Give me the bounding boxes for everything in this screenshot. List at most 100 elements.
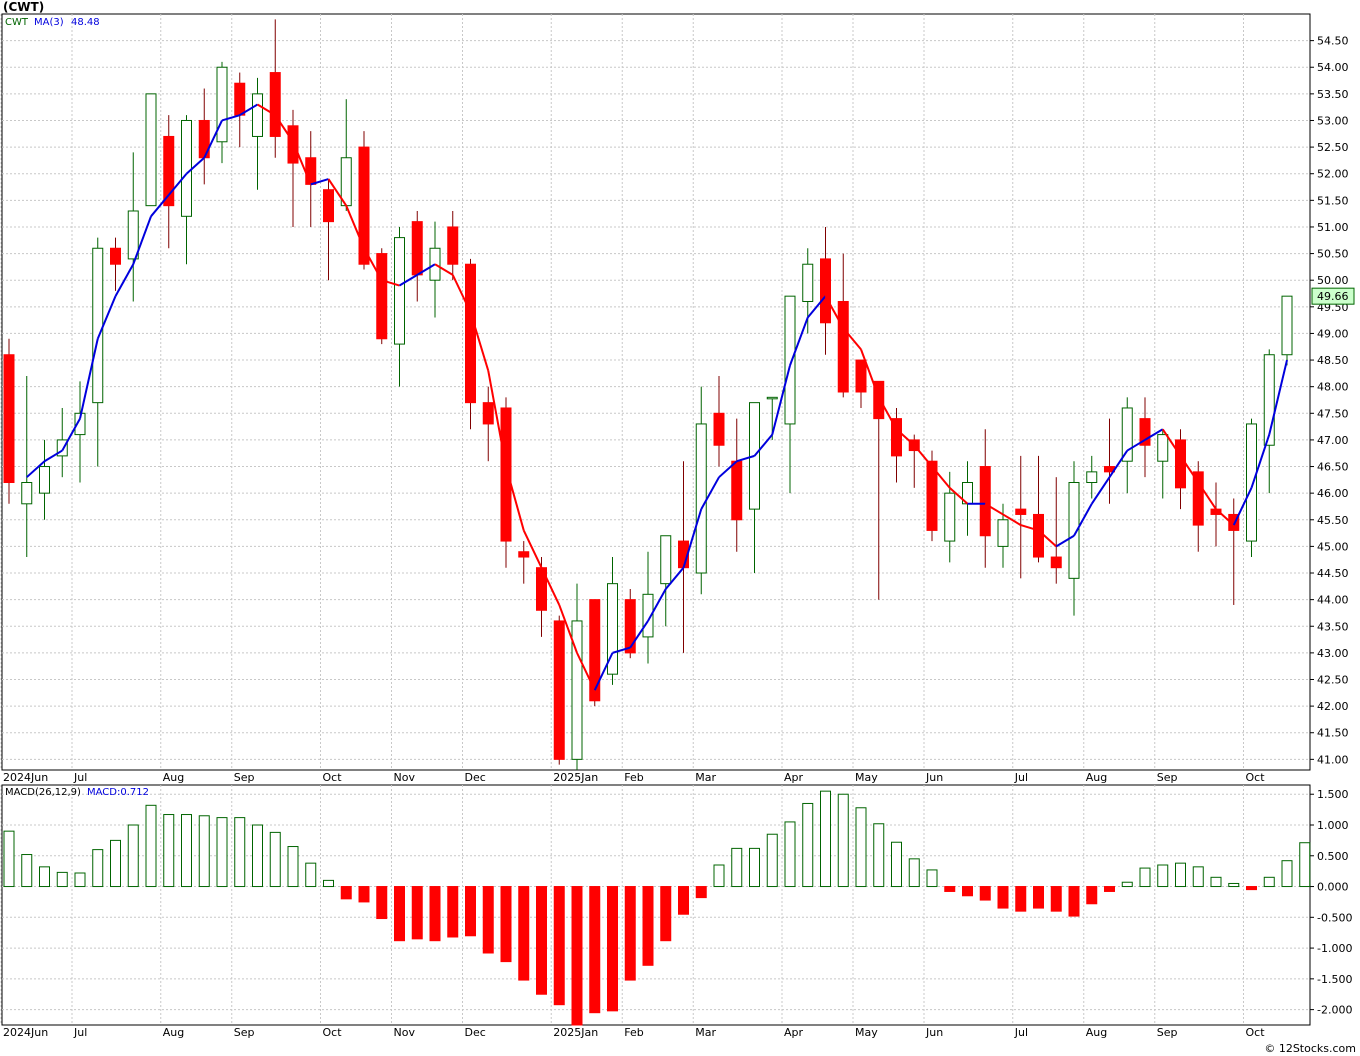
ma-line-segment [256,103,276,117]
macd-bar [536,886,547,995]
candle [607,557,618,685]
candle [873,380,885,600]
macd-bar [21,854,33,888]
macd-bar [411,886,423,940]
candle-body [518,551,530,558]
candle-body [500,407,512,542]
price-tick-label: 46.00 [1317,487,1349,500]
macd-bar [1192,866,1204,888]
ma-line-segment [434,263,454,276]
macd-plot-frame [1,784,1311,1026]
last-price-label: 49.66 [1317,290,1349,303]
ma-line-segment [239,103,259,117]
candle-body [92,247,104,404]
candle-body [820,258,831,324]
candle [553,615,565,765]
candle [926,450,938,542]
candle-body [394,237,405,345]
candle-body [997,519,1009,547]
month-label: May [855,1026,878,1039]
candle [979,429,991,568]
month-label: Aug [1086,771,1107,784]
macd-bar [1175,862,1186,888]
ma-line-segment [26,460,46,478]
ma-line-segment [150,194,170,217]
candle [1281,295,1293,366]
candle-body [1121,407,1133,462]
month-label: Sep [234,771,255,784]
macd-tick-label: -1.000 [1317,942,1352,955]
candle-body [411,221,423,276]
candle-body [642,593,654,638]
macd-bar [1228,882,1240,888]
macd-bar [589,886,601,1014]
ma-line-segment [913,444,933,468]
candle-body [855,359,867,393]
macd-bar [678,886,689,915]
macd-tick-label: 1.500 [1317,788,1349,801]
candle-body [1157,434,1169,462]
candle-body [695,423,707,574]
ma-line-segment [1126,439,1146,452]
macd-bar [1086,886,1098,905]
ma-line-segment [381,279,400,287]
macd-bar [1015,886,1027,912]
candle-body [358,146,370,265]
ma-line-segment [292,141,312,185]
candle-body [713,412,725,446]
candle [39,439,50,520]
macd-bar [1299,842,1311,888]
month-label: Sep [1157,1026,1178,1039]
month-label: Mar [695,1026,716,1039]
candle-body [837,300,849,393]
month-label: Jul [1014,771,1028,784]
candle [74,381,86,483]
ma-line-segment [1108,450,1129,478]
candle-body [482,402,494,425]
ma-line-segment [931,465,951,489]
ma-line-segment [1090,476,1111,505]
macd-bar [1157,864,1169,888]
candle-body [1175,439,1186,489]
candle-body [873,380,885,420]
candle-body [269,72,281,137]
macd-bar [713,864,725,888]
candle-body [926,460,938,531]
month-label: Apr [784,1026,804,1039]
macd-bar [287,846,299,888]
macd-panel: 2024Jun Jul Aug Sep Oct Nov Dec 2025Jan Feb Mar Ap… [0,784,1352,1039]
macd-bar [837,793,849,888]
month-label: Oct [1246,1026,1266,1039]
macd-bar [1139,867,1151,888]
ma-line-segment [558,604,578,654]
ma-line-segment [203,120,223,159]
candle [1068,461,1080,616]
macd-bar [482,886,494,954]
candle-body [607,583,618,675]
price-tick-label: 51.00 [1317,221,1349,234]
macd-bar [56,871,68,888]
month-label: Jul [73,771,87,784]
candle-body [340,157,352,207]
macd-bar [1121,881,1133,888]
month-label: Dec [465,771,486,784]
macd-bar [1104,886,1115,892]
macd-bar [1033,886,1044,909]
month-label: Dec [465,1026,486,1039]
macd-bar [749,847,760,888]
candle [1263,349,1275,494]
ma-line-segment [842,327,862,351]
ma-line-segment [629,620,649,649]
candle-body [784,295,796,425]
price-tick-label: 54.00 [1317,61,1349,74]
macd-bar [500,886,512,963]
month-label: Oct [1246,771,1266,784]
price-tick-label: 47.00 [1317,434,1349,447]
candle-body [287,125,299,164]
candle-body [731,460,743,521]
ma-line-segment [1020,524,1039,532]
candle [1228,498,1240,605]
candle [837,253,849,398]
candle [394,226,405,387]
ma-line-segment [700,476,720,510]
